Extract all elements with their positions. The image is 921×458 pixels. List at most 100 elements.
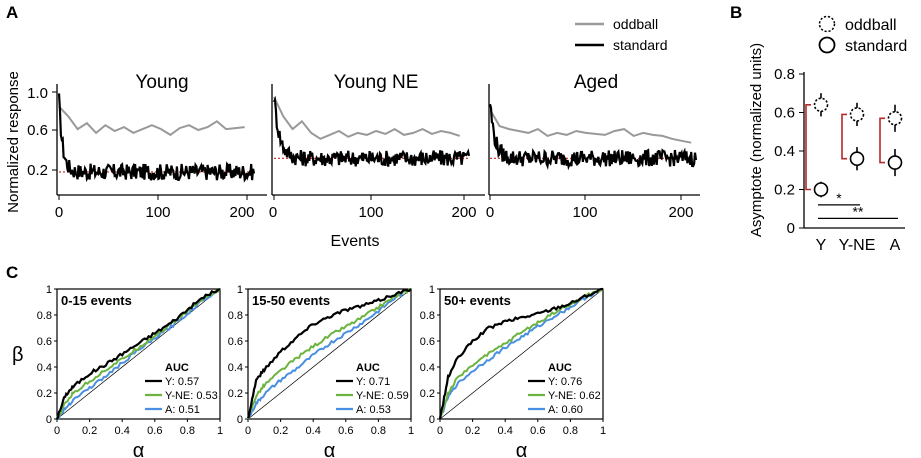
legend-standard-label: standard	[613, 37, 667, 53]
c-ytick-label: 1	[46, 284, 52, 296]
c-auc-label: Y-NE: 0.59	[356, 390, 409, 402]
c-auc-label: Y-NE: 0.53	[165, 390, 218, 402]
legend-oddball-label: oddball	[613, 16, 658, 32]
b-legend-standard-marker	[818, 36, 836, 54]
b-xtick-label: A	[890, 237, 901, 254]
c-auc-label: A: 0.53	[356, 404, 391, 416]
b-legend-oddball-marker	[818, 15, 836, 33]
a2-plot-area	[272, 95, 471, 168]
c-xtick-label: 0.6	[147, 425, 162, 437]
c-ytick-label: 0.4	[37, 362, 52, 374]
panel-a-ylabel: Normalized response	[5, 71, 22, 213]
c-ytick-label: 0.6	[420, 336, 435, 348]
panel-a-xlabel: Events	[331, 233, 380, 250]
c-ytick-label: 1	[429, 284, 435, 296]
b-ytick-label: 0.8	[774, 66, 795, 83]
b-oddball-marker	[813, 97, 829, 113]
b-oddball-marker	[849, 107, 865, 122]
b-sig-label: *	[836, 190, 842, 206]
c-frame	[247, 288, 412, 420]
b-bracket	[805, 104, 811, 191]
c-xlabel: α	[516, 440, 528, 458]
b-standard-marker	[849, 151, 865, 166]
b-sig-label: **	[853, 203, 864, 219]
oddball-series	[273, 96, 461, 140]
c-ytick-label: 0.4	[420, 362, 435, 374]
a1-xtick-0: 0	[55, 204, 63, 221]
c-diagonal	[56, 288, 221, 420]
a3-xtick-200: 200	[668, 204, 693, 221]
c-xtick-label: 1	[408, 425, 414, 437]
b-plot-area: Y Y-NE A***	[805, 93, 903, 254]
c-roc-a-series	[247, 288, 412, 420]
c-subplot-2: 00 0.2 0.2 0.4 0.4 0.6 0.6 0.8 0.8 1 1 α 15-50 event…	[228, 284, 414, 458]
c-xtick-label: 1	[217, 425, 223, 437]
oddball-series	[489, 109, 692, 144]
a1-title: Young	[135, 72, 188, 93]
panel-b-label: B	[730, 3, 742, 22]
c-roc-a-series	[439, 288, 603, 419]
c-xlabel: α	[324, 440, 336, 458]
c-xtick-label: 0.6	[338, 425, 353, 437]
c-auc-label: A: 0.60	[548, 404, 583, 416]
c-subplot-1: 00 0.2 0.2 0.4 0.4 0.6 0.6 0.8 0.8 1 1 α 0-15 events…	[37, 284, 223, 458]
b-legend-standard-label: standard	[845, 38, 907, 55]
oddball-series	[58, 105, 245, 137]
c-auc-label: A: 0.51	[165, 404, 200, 416]
c-auc-label: Y-NE: 0.62	[548, 390, 601, 402]
panel-c-label: C	[6, 263, 18, 282]
c-xlabel: α	[133, 440, 145, 458]
c-auc-header: AUC	[165, 362, 189, 374]
c-ytick-label: 0.4	[228, 362, 243, 374]
c-ytick-label: 0.8	[228, 310, 243, 322]
c-diagonal	[247, 288, 412, 420]
c-xtick-label: 0	[437, 425, 443, 437]
c-ytick-label: 0.8	[420, 310, 435, 322]
a1-plot-area	[57, 93, 256, 183]
c-ytick-label: 0	[429, 414, 435, 426]
a1-xtick-200: 200	[229, 204, 254, 221]
a-subplot-aged: Aged 0 100 200	[486, 72, 700, 221]
c-xtick-label: 0.8	[371, 425, 386, 437]
c-roc-yne-series	[247, 288, 412, 420]
a2-title: Young NE	[334, 72, 419, 93]
a2-xtick-0: 0	[269, 204, 277, 221]
panel-b: B Asymptote (normalized units) oddball s…	[730, 3, 907, 254]
b-standard-marker	[813, 182, 829, 197]
b-ytick-label: 0.6	[774, 105, 795, 122]
a3-xtick-100: 100	[572, 204, 597, 221]
a3-title: Aged	[574, 72, 618, 93]
c-auc-label: Y: 0.57	[165, 376, 199, 388]
c-ytick-label: 0	[46, 414, 52, 426]
c-xtick-label: 0	[245, 425, 251, 437]
c-auc-label: Y: 0.71	[356, 376, 390, 388]
c-xtick-label: 0.6	[530, 425, 545, 437]
c-xtick-label: 0.4	[498, 425, 513, 437]
standard-series	[488, 103, 698, 171]
c-title: 50+ events	[444, 293, 511, 308]
c-ytick-label: 0.6	[37, 336, 52, 348]
b-ytick-label: 0.4	[774, 143, 795, 160]
c-auc-header: AUC	[548, 362, 572, 374]
c-roc-y-series	[438, 287, 604, 420]
c-auc-header: AUC	[356, 362, 380, 374]
b-xtick-label: Y	[816, 237, 827, 254]
a-ytick-1: 1.0	[27, 85, 48, 102]
a2-xtick-200: 200	[451, 204, 476, 221]
c-xtick-label: 0.8	[563, 425, 578, 437]
b-oddball-marker	[887, 110, 903, 126]
c-title: 15-50 events	[252, 293, 330, 308]
a-subplot-young: Young 0 100 200	[55, 72, 267, 221]
panel-a: A Normalized response Events oddball sta…	[5, 3, 700, 250]
b-xtick-label: Y-NE	[839, 237, 876, 254]
a-ytick-2: 0.6	[27, 122, 48, 139]
c-title: 0-15 events	[61, 293, 132, 308]
c-xtick-label: 0	[54, 425, 60, 437]
b-yticks: 0 0.2 0.4 0.6 0.8	[774, 66, 804, 237]
c-ytick-label: 0.2	[228, 388, 243, 400]
c-roc-y-series	[246, 288, 412, 419]
c-xtick-label: 0.2	[273, 425, 288, 437]
a2-xtick-100: 100	[358, 204, 383, 221]
c-xtick-label: 0.4	[306, 425, 321, 437]
